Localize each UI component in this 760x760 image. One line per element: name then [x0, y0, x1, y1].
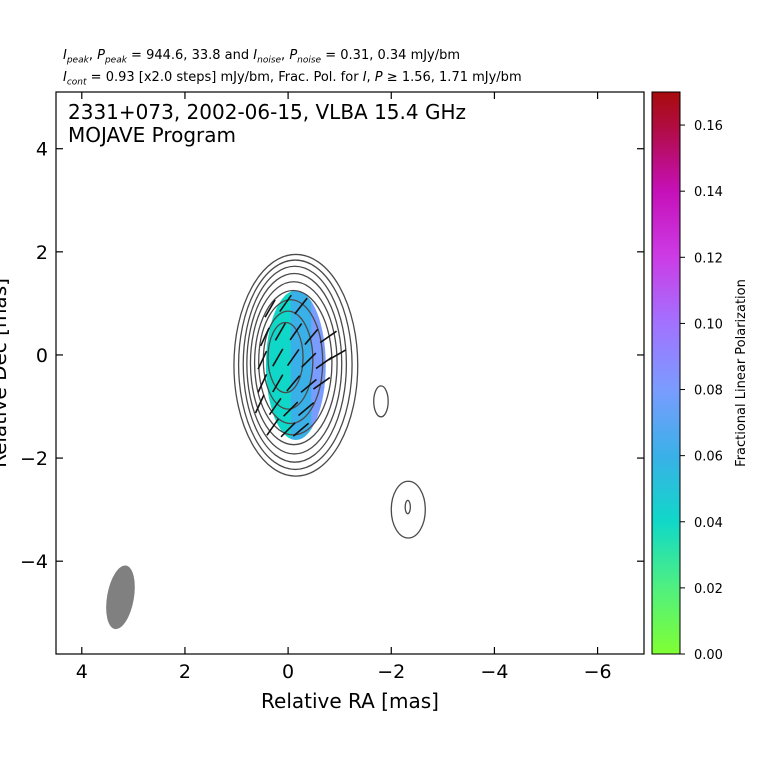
y-tick-label: 0 — [36, 345, 48, 367]
intensity-contour — [258, 299, 324, 425]
intensity-contour — [246, 272, 343, 455]
evpa-vector — [257, 373, 268, 393]
peak-values: 944.6, 33.8 — [146, 48, 221, 63]
y-tick-label: 4 — [36, 139, 48, 161]
header-line-1: Ipeak, Ppeak = 944.6, 33.8 and Inoise, P… — [63, 48, 461, 66]
colorbar-tick-label: 0.16 — [694, 119, 723, 134]
intensity-contour — [233, 253, 359, 477]
intensity-contour — [253, 289, 333, 436]
x-tick-label: −4 — [480, 661, 508, 683]
evpa-vector — [266, 418, 280, 436]
evpa-vector — [279, 294, 292, 313]
evpa-vector — [315, 356, 333, 370]
evpa-vector — [274, 322, 287, 341]
evpa-vector — [264, 299, 276, 318]
evpa-vector — [286, 375, 301, 392]
header-unit: mJy/bm — [410, 48, 461, 63]
evpa-vector — [289, 323, 303, 341]
intensity-contour — [267, 321, 304, 394]
evpa-vector — [292, 422, 310, 437]
evpa-vector — [294, 297, 308, 315]
y-tick-label: 2 — [36, 242, 48, 264]
evpa-vector — [257, 350, 268, 370]
intensity-contour — [262, 310, 314, 410]
colorbar-tick-label: 0.06 — [694, 450, 723, 465]
evpa-vector — [254, 394, 265, 414]
colorbar-tick-label: 0.10 — [694, 317, 723, 332]
intensity-contour — [237, 259, 353, 471]
isolated-contour — [404, 499, 411, 515]
colorbar-tick-label: 0.08 — [694, 384, 723, 399]
y-tick-label: −4 — [20, 551, 48, 573]
x-tick-label: 4 — [76, 661, 88, 683]
isolated-contour — [373, 385, 389, 418]
colorbar-tick-label: 0.14 — [694, 185, 723, 200]
evpa-vector — [297, 402, 315, 417]
evpa-vector — [312, 376, 331, 390]
evpa-vector — [268, 397, 282, 416]
x-tick-label: −2 — [377, 661, 405, 683]
y-axis-label: Relative Dec [mas] — [0, 278, 11, 468]
frac-pol-zone — [327, 289, 343, 443]
evpa-vector — [280, 422, 296, 438]
colorbar-label: Fractional Linear Polarization — [734, 279, 749, 467]
frac-pol-thresholds: 1.56, 1.71 mJy/bm — [401, 70, 522, 85]
intensity-contour — [242, 265, 348, 463]
header-line-2: Icont = 0.93 [x2.0 steps] mJy/bm, Frac. … — [63, 70, 522, 88]
evpa-vector — [286, 348, 300, 367]
colorbar-gradient — [651, 91, 681, 655]
evpa-vector — [259, 327, 270, 347]
colorbar-tick-label: 0.12 — [694, 251, 723, 266]
frac-pol-zone — [290, 290, 312, 441]
evpa-vector — [300, 378, 317, 393]
evpa-vector — [301, 352, 317, 368]
evpa-vector — [272, 374, 284, 393]
evpa-vector — [319, 330, 337, 344]
colorbar-tick-label: 0.02 — [694, 582, 723, 597]
x-tick-label: −6 — [584, 661, 612, 683]
x-tick-label: 2 — [179, 661, 191, 683]
colorbar-tick-label: 0.00 — [694, 648, 723, 663]
beam-ellipse — [106, 565, 135, 630]
plot-frame — [55, 91, 645, 655]
annotation-line-2: MOJAVE Program — [68, 123, 236, 147]
evpa-vector — [283, 401, 299, 417]
y-tick-label: −2 — [20, 448, 48, 470]
x-axis-label: Relative RA [mas] — [261, 689, 439, 713]
x-tick-label: 0 — [282, 661, 294, 683]
intensity-contour — [249, 281, 338, 446]
isolated-contour — [390, 480, 426, 539]
colorbar: 0.00 0.02 0.04 0.06 0.08 0.10 0.12 0.14 0.16 Fra… — [651, 91, 749, 663]
colorbar-tick-label: 0.04 — [694, 516, 723, 531]
contour-level-text: 0.93 [x2.0 steps] mJy/bm, Frac. Pol. for — [105, 70, 359, 85]
evpa-vector — [304, 328, 319, 346]
noise-values: 0.31, 0.34 — [340, 48, 407, 63]
evpa-vector — [272, 348, 284, 367]
annotation-line-1: 2331+073, 2002-06-15, VLBA 15.4 GHz — [68, 100, 466, 124]
